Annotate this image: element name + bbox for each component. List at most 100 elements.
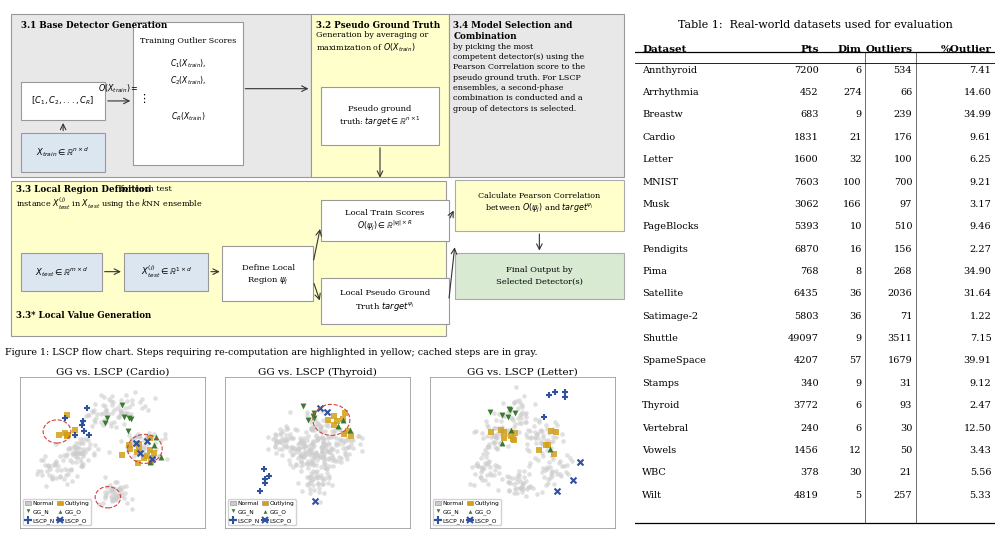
Point <box>311 433 327 442</box>
Point <box>531 446 547 454</box>
Point <box>527 399 543 408</box>
Point <box>284 451 300 459</box>
Point <box>56 474 72 483</box>
Point <box>132 450 148 458</box>
Point <box>63 465 79 474</box>
Point <box>473 468 489 476</box>
Point <box>52 451 68 460</box>
Point <box>536 412 552 421</box>
Point <box>298 427 314 436</box>
Point <box>331 425 347 433</box>
Point <box>308 422 324 431</box>
Point <box>304 455 320 464</box>
Point <box>295 437 311 445</box>
Point <box>306 409 322 417</box>
Text: 97: 97 <box>900 200 912 209</box>
Point <box>315 476 331 485</box>
Point <box>540 474 556 483</box>
Point <box>502 479 518 487</box>
Point <box>547 426 563 435</box>
Point <box>518 418 534 426</box>
Text: 239: 239 <box>894 110 912 120</box>
Point <box>320 439 336 448</box>
Point <box>300 464 316 472</box>
Text: 9.61: 9.61 <box>970 133 991 142</box>
Point <box>295 439 311 447</box>
Point <box>86 416 102 425</box>
Point <box>107 490 123 499</box>
Point <box>311 434 327 443</box>
Point <box>549 420 565 429</box>
Point <box>333 458 349 466</box>
Point <box>493 430 509 439</box>
Point <box>67 449 83 458</box>
Point <box>331 440 347 448</box>
Point <box>521 461 537 470</box>
Point <box>556 461 572 470</box>
Point <box>554 461 570 470</box>
Point <box>293 458 309 467</box>
Point <box>117 489 133 497</box>
Point <box>331 453 347 461</box>
Point <box>294 487 310 495</box>
Point <box>316 444 332 453</box>
Point <box>284 445 300 454</box>
Point <box>64 476 80 485</box>
Point <box>328 439 344 448</box>
Point <box>477 446 493 454</box>
Text: competent detector(s) using the: competent detector(s) using the <box>453 53 584 61</box>
Point <box>539 462 555 471</box>
Point <box>283 442 299 451</box>
Point <box>477 476 493 485</box>
Text: truth: $target \in \mathbb{R}^{n\times 1}$: truth: $target \in \mathbb{R}^{n\times 1… <box>339 115 421 129</box>
Text: $\vdots$: $\vdots$ <box>138 92 147 105</box>
Point <box>315 439 331 447</box>
Text: %Outlier: %Outlier <box>940 45 991 54</box>
Point <box>326 412 342 421</box>
Point <box>279 443 295 452</box>
Point <box>500 413 516 421</box>
Point <box>335 415 351 424</box>
Point <box>147 439 163 447</box>
Point <box>305 437 321 446</box>
Point <box>124 504 140 513</box>
Point <box>529 489 545 498</box>
Point <box>326 427 342 436</box>
Point <box>302 488 318 497</box>
Point <box>73 449 89 458</box>
Point <box>104 492 120 500</box>
Point <box>91 500 107 509</box>
Text: 31.64: 31.64 <box>963 289 991 299</box>
Text: 36: 36 <box>849 312 862 321</box>
Point <box>110 484 126 493</box>
Point <box>112 484 128 493</box>
Point <box>314 433 330 441</box>
Point <box>82 439 98 448</box>
Point <box>252 487 268 495</box>
Point <box>106 484 122 493</box>
Point <box>343 436 359 444</box>
Point <box>75 450 91 458</box>
Point <box>40 460 56 469</box>
Point <box>303 424 319 432</box>
Text: 340: 340 <box>800 379 819 388</box>
Point <box>508 397 524 406</box>
Point <box>508 474 524 482</box>
Point <box>540 436 556 444</box>
Point <box>494 439 510 447</box>
Point <box>143 458 159 466</box>
Point <box>314 446 330 455</box>
Point <box>316 435 332 444</box>
Point <box>520 482 536 491</box>
Point <box>504 414 520 423</box>
Point <box>339 433 355 442</box>
Point <box>321 474 337 482</box>
Point <box>479 420 495 429</box>
Point <box>496 427 512 436</box>
Point <box>303 458 319 467</box>
Point <box>109 404 125 412</box>
Point <box>513 418 529 427</box>
Point <box>490 424 506 432</box>
Point <box>132 433 148 441</box>
Point <box>480 441 496 450</box>
